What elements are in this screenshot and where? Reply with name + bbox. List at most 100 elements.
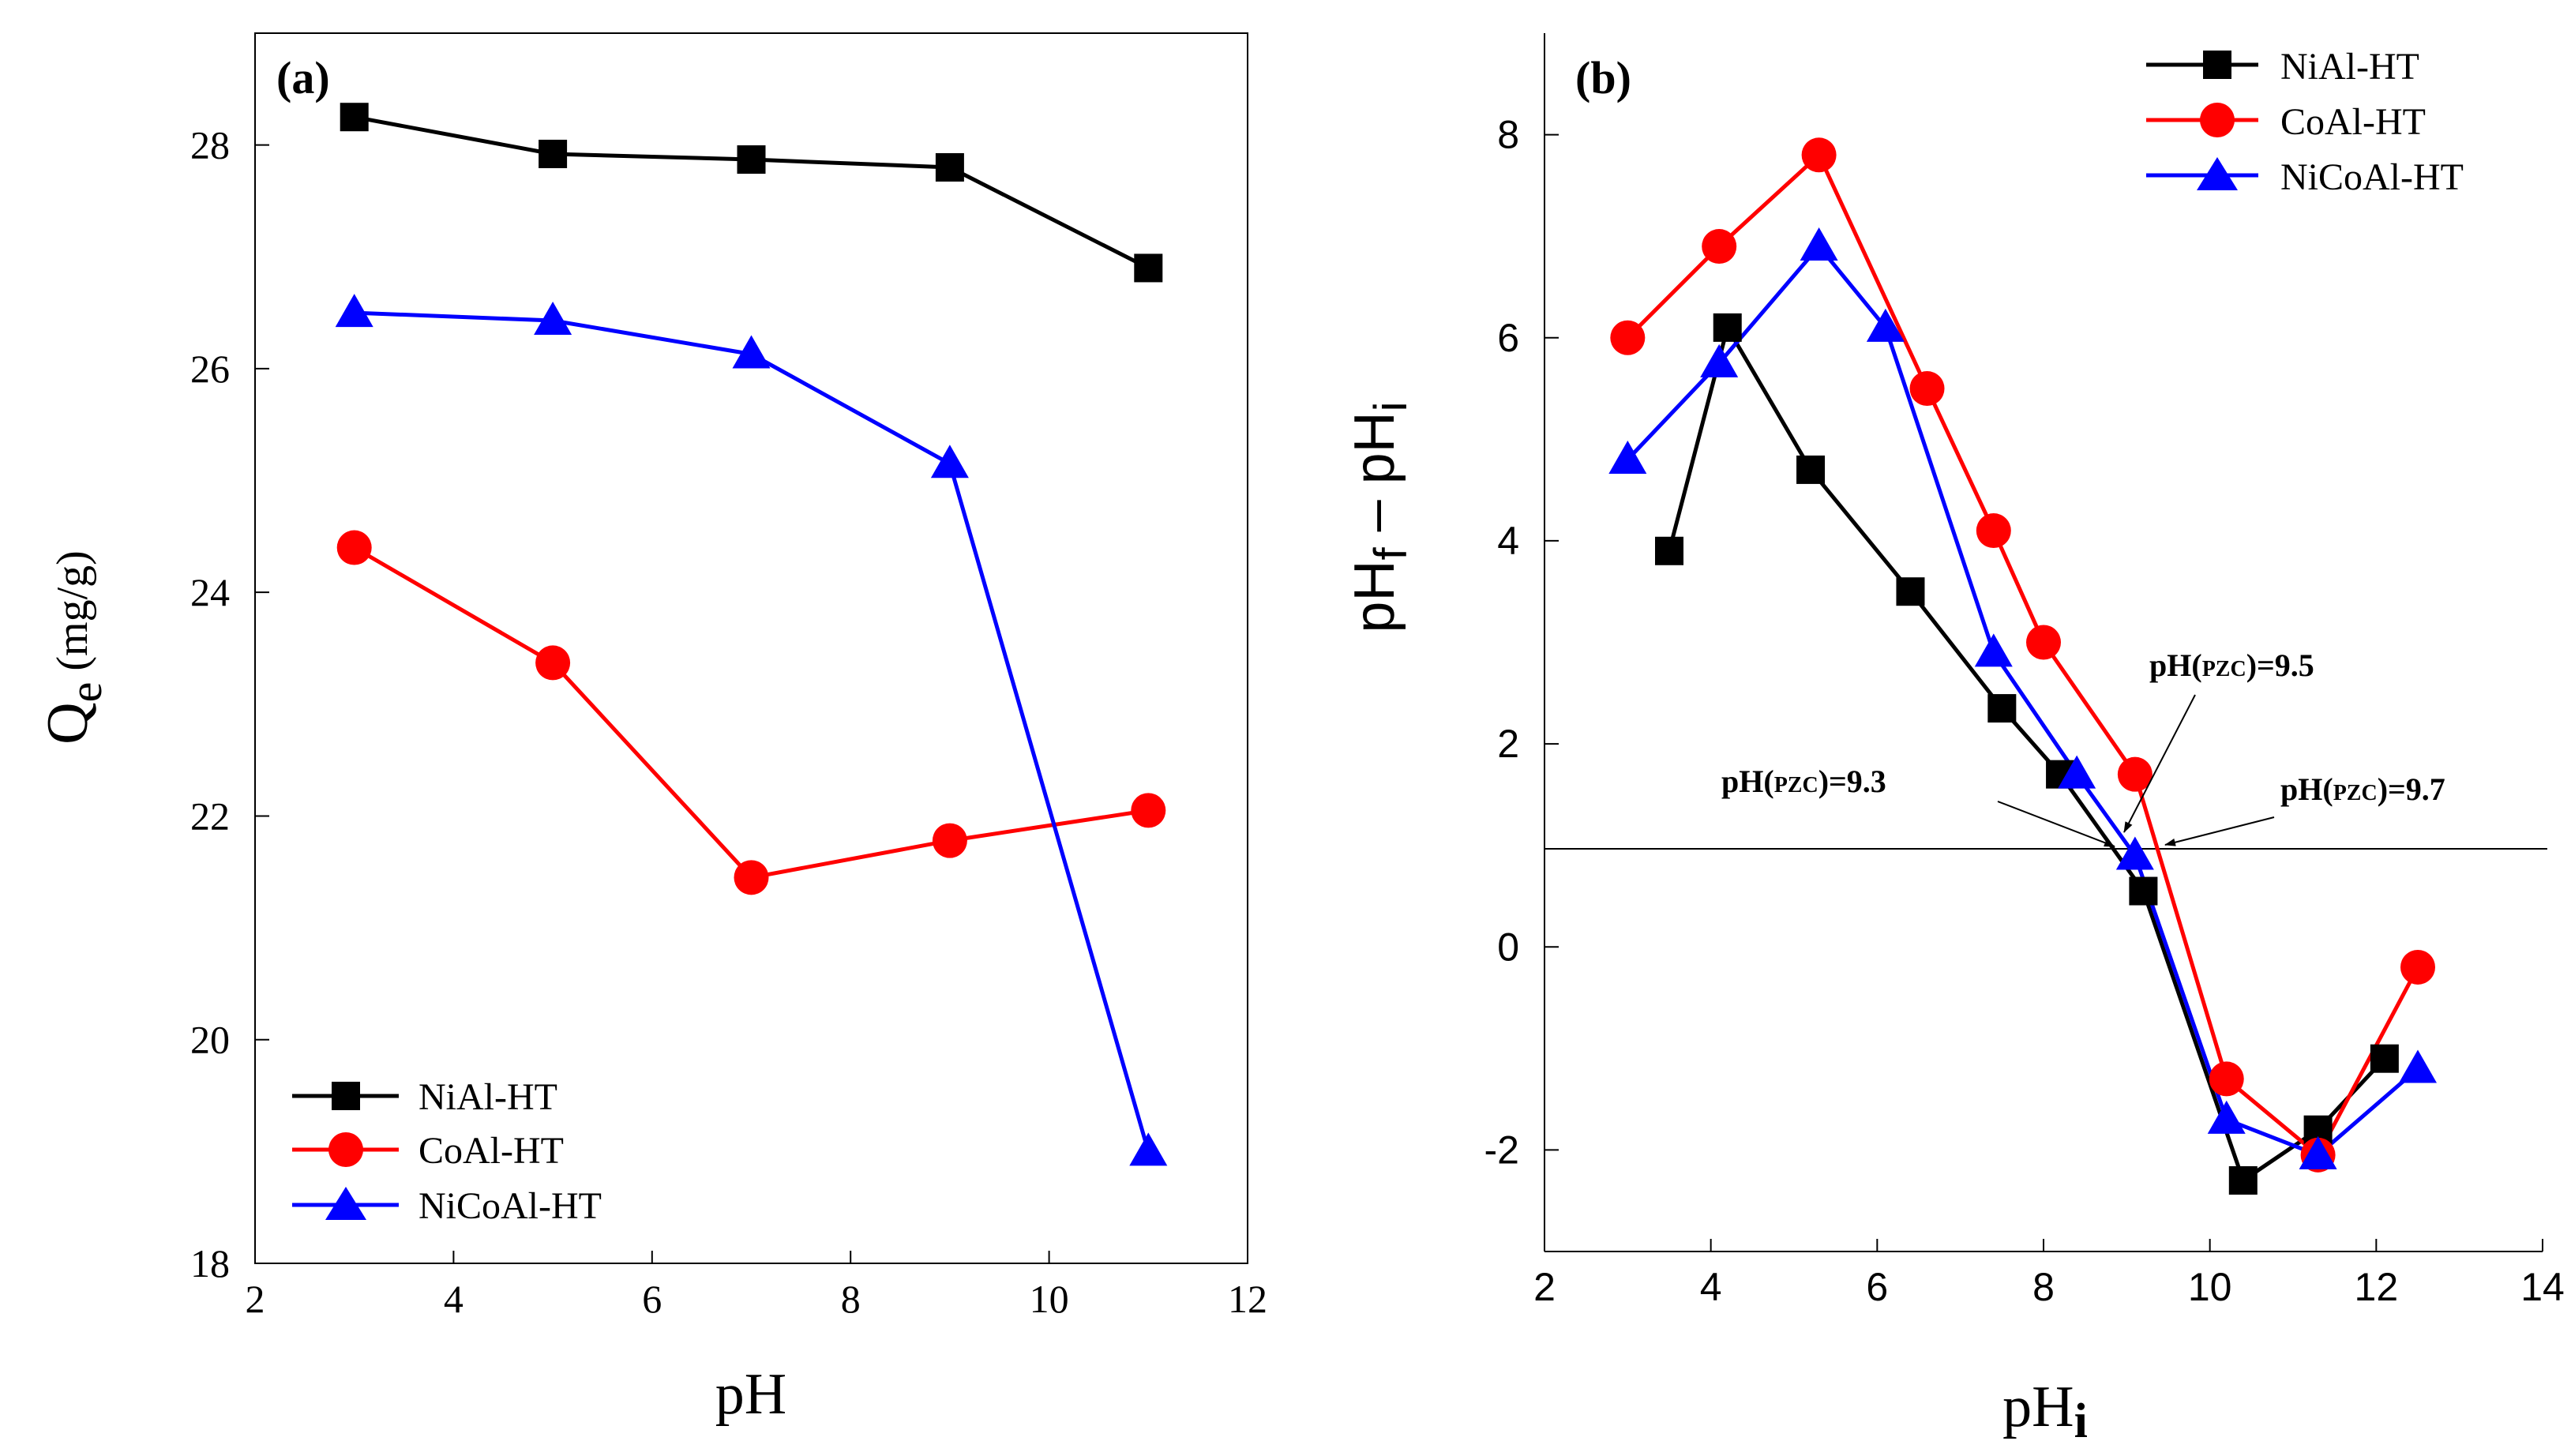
x-tick-label-b-10: 10 [2188, 1265, 2232, 1309]
annotation-arrow-9-5 [2123, 694, 2196, 833]
data-point-a-nicoal-ht-1 [335, 294, 373, 328]
legend-b-label-nial: NiAl-HT [2280, 46, 2419, 88]
x-tick-label-a-8: 8 [841, 1277, 861, 1321]
data-point-b-nial-ht-10 [2370, 1044, 2399, 1073]
series-line-a-coal-ht [353, 546, 1149, 880]
y-tick-label-a-18: 18 [190, 1241, 230, 1285]
x-axis-title-a: pH [715, 1362, 786, 1427]
legend-b: NiAl-HT CoAl-HT NiCoAl-HT [2146, 46, 2464, 198]
data-point-b-coal-ht-3 [1801, 137, 1837, 173]
y-axis-title-a: Qe (mg/g) [36, 550, 111, 745]
y-tick-label-a-28: 28 [190, 123, 230, 167]
x-tick-label-b-2: 2 [1533, 1265, 1556, 1309]
data-point-a-nial-ht-1 [340, 103, 369, 132]
annotations-b: pH(PZC)=9.5 pH(PZC)=9.3 pH(PZC)=9.7 [1721, 647, 2445, 847]
data-point-b-nicoal-ht-7 [2115, 836, 2154, 870]
series-line-b-coal-ht [1626, 152, 2420, 1158]
legend-a-item-coal: CoAl-HT [292, 1130, 564, 1172]
data-point-b-coal-ht-5 [1976, 513, 2011, 549]
data-point-a-coal-ht-3 [734, 860, 769, 895]
annotation-pzc-9-3-prefix: pH( [1721, 764, 1774, 799]
y-tick-label-b-2: -2 [1484, 1128, 1519, 1172]
x-tick-label-b-8: 8 [2032, 1265, 2055, 1309]
data-point-b-nicoal-ht-10 [2399, 1049, 2437, 1083]
legend-a-item-nicoal: NiCoAl-HT [292, 1185, 602, 1227]
data-point-b-nial-ht-3 [1796, 455, 1826, 484]
annotation-arrow-9-7 [2164, 816, 2275, 846]
data-point-a-nial-ht-2 [539, 139, 568, 168]
y-axis-title-a-sub: e [60, 682, 111, 703]
legend-b-marker-coal [2200, 103, 2235, 137]
data-point-a-nicoal-ht-2 [534, 302, 572, 336]
y-axis-title-a-main: Q [36, 702, 100, 744]
y-tick-label-b-4: 4 [1497, 519, 1519, 563]
series-line-b-nicoal-ht [1626, 244, 2419, 1158]
data-point-b-nicoal-ht-3 [1800, 227, 1838, 261]
data-point-b-nial-ht-7 [2129, 876, 2158, 906]
data-point-b-nicoal-ht-6 [2058, 755, 2096, 789]
data-point-b-nicoal-ht-5 [1974, 633, 2013, 667]
x-tick-label-b-6: 6 [1866, 1265, 1888, 1309]
data-point-b-nicoal-ht-8 [2207, 1100, 2246, 1134]
series-lines-a [353, 114, 1150, 1153]
annotation-pzc-9-7-suffix: )=9.7 [2378, 771, 2445, 807]
x-tick-label-b-14: 14 [2520, 1265, 2565, 1309]
annotation-pzc-9-5: pH(PZC)=9.5 [2149, 647, 2314, 683]
data-point-b-coal-ht-2 [1702, 229, 1737, 265]
legend-b-item-nicoal: NiCoAl-HT [2146, 156, 2464, 198]
data-point-a-nial-ht-5 [1134, 253, 1163, 283]
annotation-arrow-9-3 [1997, 801, 2115, 847]
axis-ticks-b: 2 4 6 8 10 12 14 -2 0 2 4 6 8 [1484, 113, 2565, 1309]
data-point-a-coal-ht-2 [535, 645, 571, 681]
legend-b-item-coal: CoAl-HT [2146, 101, 2426, 143]
data-point-b-coal-ht-6 [2026, 625, 2061, 660]
y-axis-title-b-sub-f: f [1365, 547, 1417, 561]
x-axis-title-b-main: pH [2002, 1375, 2074, 1439]
annotation-pzc-9-3-suffix: )=9.3 [1818, 764, 1886, 799]
y-tick-label-b-8: 8 [1497, 113, 1519, 157]
data-point-a-nial-ht-4 [935, 152, 964, 182]
data-point-b-nial-ht-1 [1655, 536, 1683, 565]
data-point-b-nicoal-ht-1 [1608, 441, 1647, 475]
annotation-pzc-9-5-prefix: pH( [2149, 647, 2202, 683]
y-tick-label-a-26: 26 [190, 347, 230, 391]
y-tick-label-b-0: 0 [1497, 925, 1519, 969]
data-point-b-nial-ht-8 [2228, 1165, 2258, 1195]
data-point-b-coal-ht-7 [2117, 756, 2153, 792]
series-markers-b [1608, 137, 2437, 1195]
y-tick-label-a-24: 24 [190, 570, 230, 614]
annotation-pzc-9-3-small: PZC [1774, 773, 1818, 797]
plot-frame-a [254, 32, 1248, 1264]
x-tick-label-a-10: 10 [1030, 1277, 1069, 1321]
data-point-a-coal-ht-5 [1131, 793, 1166, 828]
series-line-a-nial-ht [354, 114, 1150, 270]
data-point-b-nicoal-ht-2 [1700, 343, 1739, 377]
data-point-a-nicoal-ht-3 [732, 335, 771, 369]
y-axis-title-a-unit: (mg/g) [48, 550, 97, 681]
legend-b-marker-nicoal [2197, 157, 2238, 190]
data-point-b-coal-ht-10 [2400, 949, 2435, 985]
legend-a-marker-nial [332, 1082, 360, 1110]
x-tick-label-a-4: 4 [444, 1277, 464, 1321]
x-tick-label-a-12: 12 [1228, 1277, 1267, 1321]
legend-a-label-nicoal: NiCoAl-HT [418, 1185, 602, 1227]
data-point-b-nial-ht-4 [1896, 577, 1925, 606]
data-point-b-coal-ht-1 [1610, 320, 1646, 355]
legend-a-label-nial: NiAl-HT [418, 1076, 557, 1118]
legend-a: NiAl-HT CoAl-HT NiCoAl-HT [292, 1076, 602, 1227]
panel-label-b: (b) [1575, 52, 1631, 103]
annotation-pzc-9-7-small: PZC [2333, 781, 2378, 805]
data-point-a-nicoal-ht-5 [1129, 1132, 1168, 1166]
legend-b-label-coal: CoAl-HT [2280, 101, 2426, 143]
legend-a-label-coal: CoAl-HT [418, 1130, 564, 1172]
y-tick-label-a-22: 22 [190, 794, 230, 838]
data-point-b-coal-ht-8 [2209, 1061, 2244, 1097]
x-tick-label-a-2: 2 [246, 1277, 265, 1321]
panel-label-a: (a) [276, 52, 330, 103]
x-axis-title-b: pHi [2002, 1375, 2088, 1448]
legend-a-item-nial: NiAl-HT [292, 1076, 557, 1118]
